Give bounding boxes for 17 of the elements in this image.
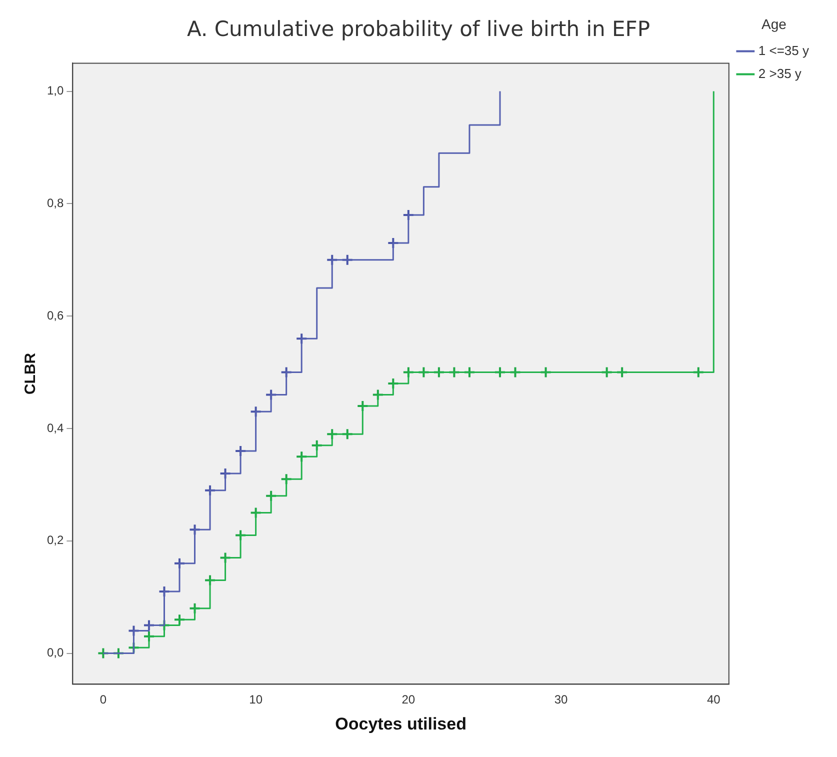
x-tick-label: 20 [402, 692, 416, 707]
y-tick-label: 0,2 [46, 533, 64, 548]
y-tick-label: 0,8 [46, 196, 64, 210]
x-axis-title: Oocytes utilised [335, 714, 466, 734]
y-tick-label: 0,0 [46, 646, 64, 660]
y-tick-label: 0,6 [46, 308, 64, 322]
legend-title: Age [761, 16, 787, 32]
legend-label: 2 >35 y [758, 66, 802, 81]
y-tick-label: 0,4 [46, 420, 64, 435]
x-tick-label: 0 [100, 692, 107, 707]
y-tick-label: 1,0 [46, 84, 64, 98]
y-axis-title: CLBR [22, 352, 40, 395]
x-tick-label: 30 [554, 692, 568, 707]
x-tick-label: 40 [706, 692, 721, 707]
legend-label: 1 <=35 y [758, 42, 810, 58]
x-tick-label: 10 [249, 692, 263, 707]
chart-title: A. Cumulative probability of live birth in EFP [186, 17, 650, 42]
